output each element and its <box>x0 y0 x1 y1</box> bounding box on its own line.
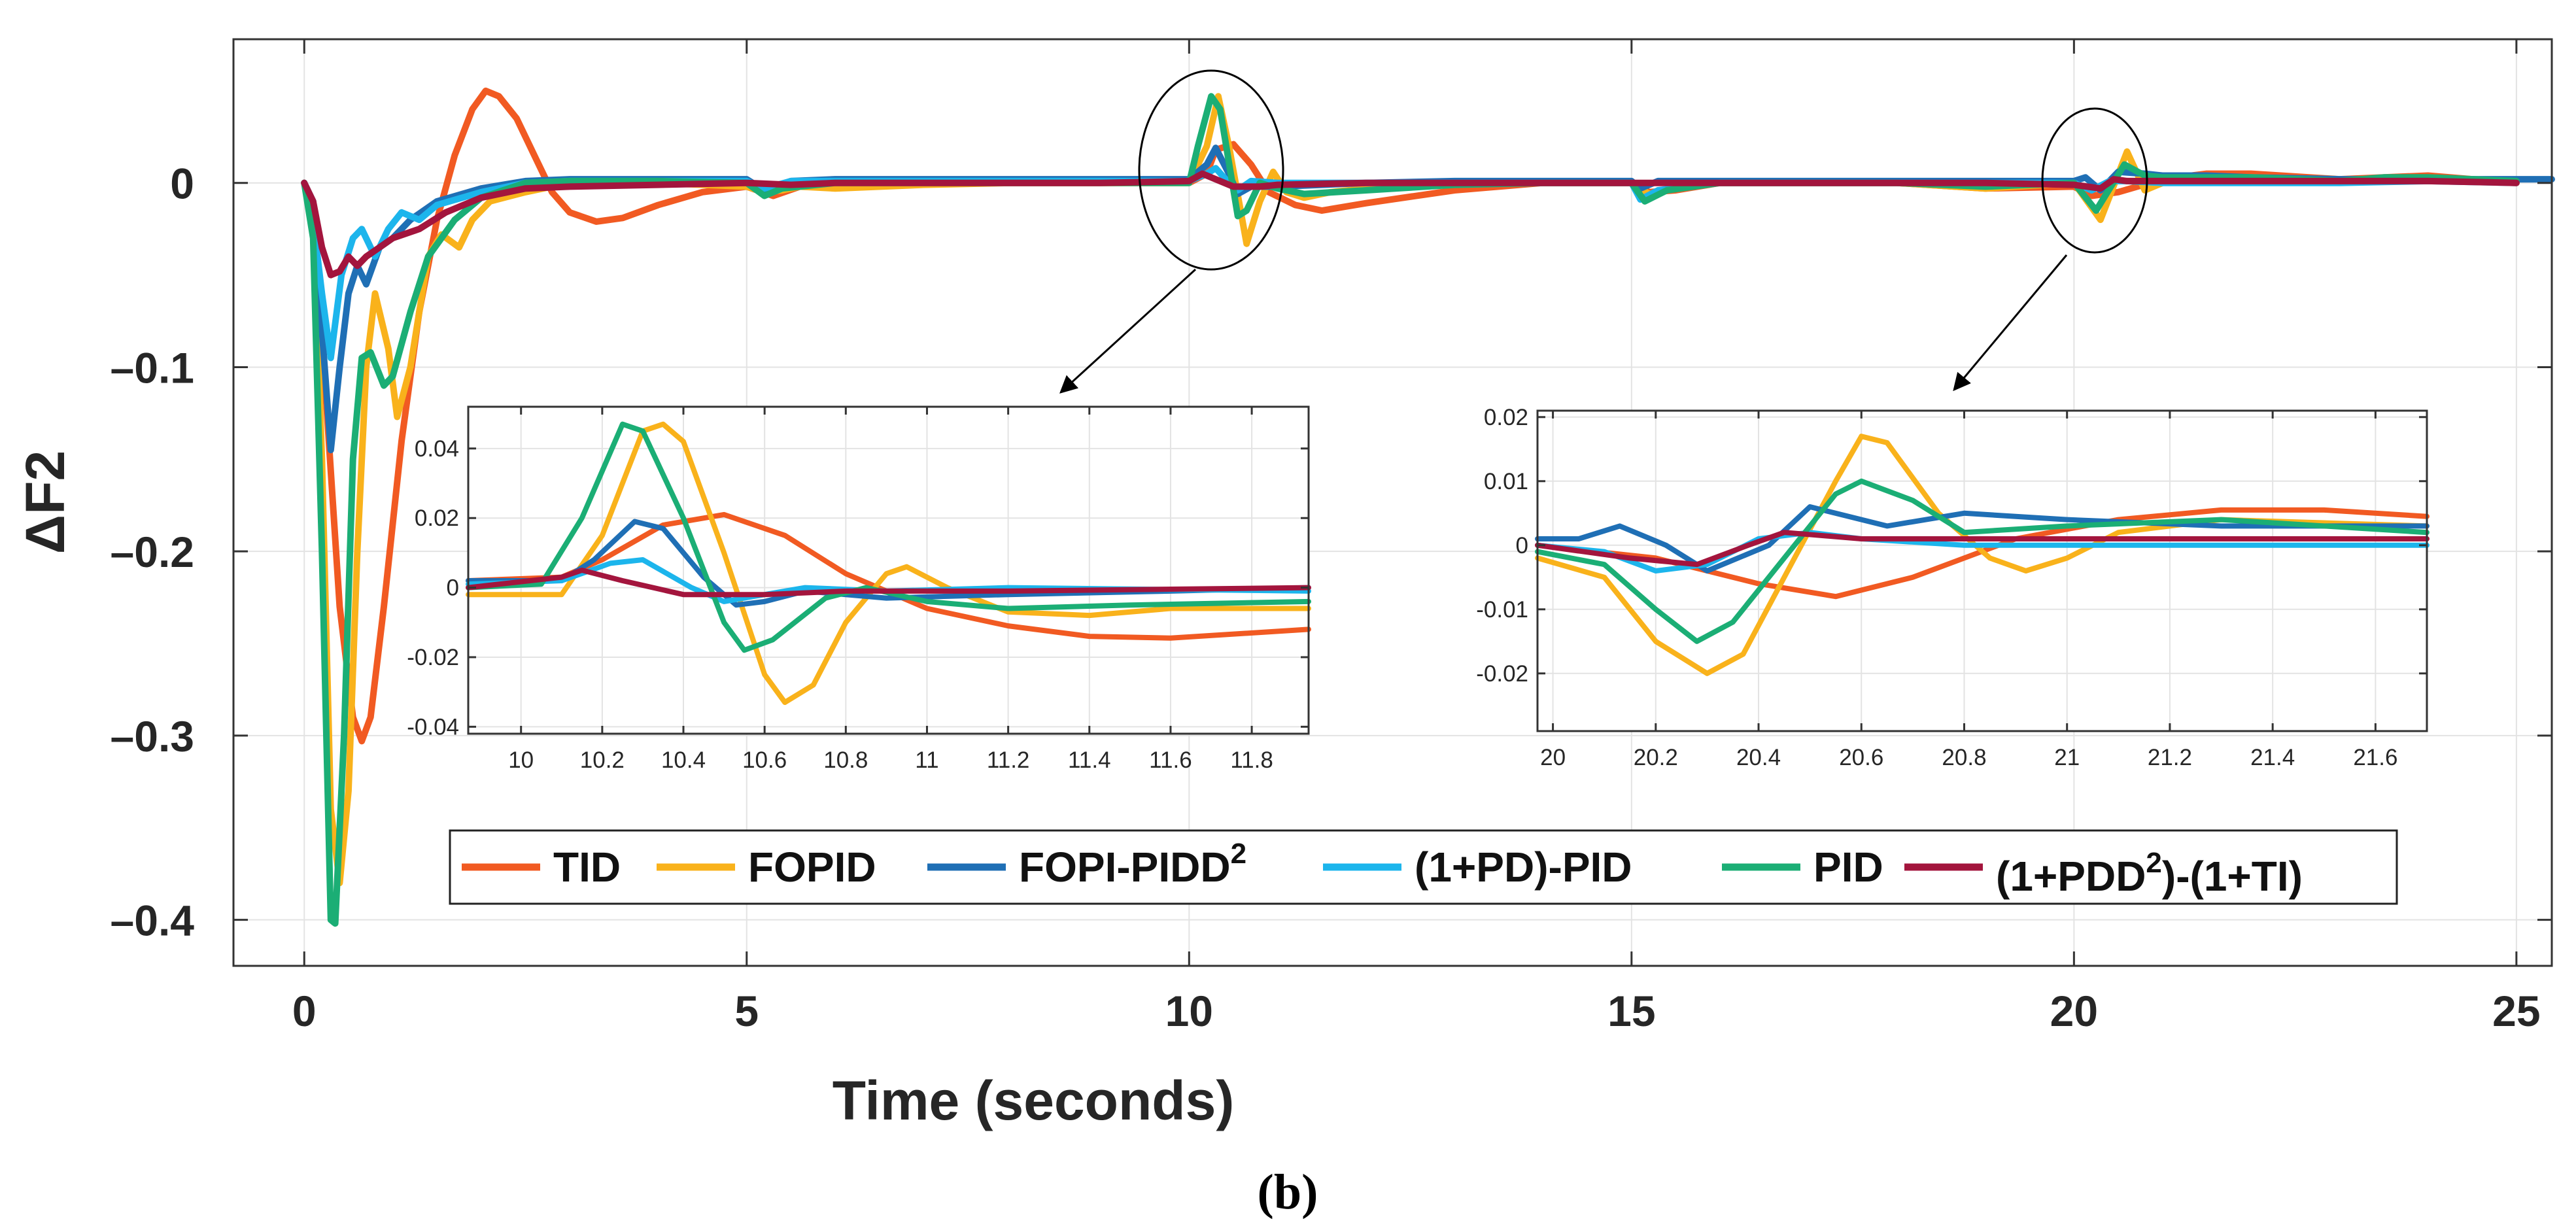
zoom-arrow-1 <box>1059 268 1197 394</box>
legend-label-1pd-pid: (1+PD)-PID <box>1415 844 1632 891</box>
inset-2-x-tick-label: 20.8 <box>1942 745 1986 770</box>
main-y-tick-label: 0 <box>170 160 194 208</box>
main-x-tick-label: 5 <box>734 987 759 1035</box>
main-plot-frame <box>232 38 2553 967</box>
inset-2-y-tick-label: 0.01 <box>1484 469 1528 494</box>
main-y-tick-label: –0.2 <box>111 528 194 576</box>
inset-1-series-fopi-pidd2 <box>466 519 1311 608</box>
inset-2-y-tick-labels: 0.02 0.01 0 -0.01 -0.02 <box>1476 405 1528 687</box>
inset-2-background <box>1537 411 2427 731</box>
inset-1-series-fopid <box>466 421 1311 706</box>
legend-label-1pdd2-1ti-sup: 2 <box>2146 847 2161 879</box>
inset-1-x-tick-label: 10.8 <box>823 747 868 773</box>
main-plot: 0 5 10 15 20 25 0–0.1–0.2–0.3–0.4 <box>111 38 2555 1035</box>
main-x-tick-labels: 0 5 10 15 20 25 <box>292 987 2541 1035</box>
inset-1-x-tick-label: 11.2 <box>987 747 1030 773</box>
inset-1-y-tick-labels: 0.04 0.02 0 -0.02 -0.04 <box>407 436 459 740</box>
inset-2-y-tick-label: -0.02 <box>1476 661 1528 687</box>
main-x-tick-label: 15 <box>1607 987 1655 1035</box>
inset-1-series <box>466 421 1311 706</box>
legend-label-1pdd2-1ti-tail: )-(1+TI) <box>2162 853 2303 900</box>
inset-1-x-tick-labels: 10 10.2 10.4 10.6 10.8 11 11.2 11.4 11.6 11.8 <box>508 747 1273 773</box>
main-y-tick-label: –0.1 <box>111 343 194 392</box>
legend-label-pid: PID <box>1813 844 1883 891</box>
zoom-ellipse-2 <box>2041 107 2148 254</box>
zoom-ellipse-1 <box>1138 69 1284 271</box>
inset-2-x-tick-label: 21 <box>2054 745 2080 770</box>
x-axis-title: Time (seconds) <box>833 1070 1235 1131</box>
inset-2-series <box>1535 434 2430 676</box>
inset-1-ticks <box>468 407 1309 734</box>
y-axis-title: ΔF2 <box>14 451 76 554</box>
zoom-arrow-2 <box>1953 254 2068 392</box>
inset-2-x-tick-label: 20.2 <box>1634 745 1678 770</box>
inset-2-x-tick-label: 21.6 <box>2353 745 2397 770</box>
inset-2-x-tick-label: 21.2 <box>2148 745 2192 770</box>
inset-plot-2: 20 20.2 20.4 20.6 20.8 21 21.2 21.4 21.6 0.020.0… <box>1476 405 2430 770</box>
main-x-tick-label: 25 <box>2492 987 2540 1035</box>
inset-1-x-tick-label: 11 <box>915 747 938 773</box>
legend-label-tid: TID <box>553 844 621 891</box>
inset-1-x-tick-label: 10 <box>508 747 534 773</box>
inset-1-y-tick-label: 0 <box>447 575 459 601</box>
main-series <box>301 87 2555 927</box>
legend-label-fopi-pidd2-sup: 2 <box>1231 838 1246 870</box>
inset-1-series-tid <box>466 511 1311 641</box>
inset-2-y-tick-label: 0 <box>1516 533 1528 558</box>
inset-1-x-tick-label: 11.4 <box>1068 747 1111 773</box>
inset-1-y-tick-label: 0.04 <box>415 436 459 462</box>
inset-2-series-fopi-pidd2 <box>1535 504 2430 573</box>
main-ticks <box>233 39 2552 966</box>
main-y-tick-labels: 0 –0.1 –0.2 –0.3 –0.4 <box>111 160 195 945</box>
inset-2-series-pid <box>1535 478 2430 644</box>
legend-box <box>449 829 2398 905</box>
inset-1-x-tick-label: 11.8 <box>1230 747 1273 773</box>
inset-1-series-pid <box>466 421 1311 653</box>
legend: TID FOPID FOPI-PIDD2 (1+PD)-PID PID (1+P… <box>449 829 2398 905</box>
inset-1-y-tick-label: 0.02 <box>415 505 459 531</box>
inset-2-x-tick-labels: 20 20.2 20.4 20.6 20.8 21 21.2 21.4 21.6 <box>1540 745 2397 770</box>
inset-2-x-tick-label: 20 <box>1540 745 1566 770</box>
legend-label-fopid: FOPID <box>748 844 876 891</box>
inset-1-y-tick-label: -0.04 <box>407 714 459 740</box>
legend-label-fopi-pidd2: FOPI-PIDD2 <box>1019 838 1246 891</box>
inset-2-series-1pdd2-1ti <box>1535 530 2430 568</box>
main-x-tick-label: 10 <box>1165 987 1213 1035</box>
main-y-tick-label: –0.4 <box>111 897 195 945</box>
inset-2-y-tick-label: -0.01 <box>1476 597 1528 623</box>
inset-2-frame <box>1536 409 2428 732</box>
inset-2-y-tick-label: 0.02 <box>1484 405 1528 430</box>
inset-1-y-tick-label: -0.02 <box>407 645 459 670</box>
inset-1-frame <box>467 405 1310 735</box>
inset-1-x-tick-label: 11.6 <box>1149 747 1192 773</box>
figure-caption: (b) <box>1258 1165 1318 1220</box>
main-x-tick-label: 20 <box>2050 987 2098 1035</box>
main-series-1pdd2-1ti <box>301 170 2520 279</box>
inset-2-x-tick-label: 20.4 <box>1736 745 1781 770</box>
inset-2-ticks <box>1537 411 2427 731</box>
main-y-tick-label: –0.3 <box>111 712 194 761</box>
inset-1-x-tick-label: 10.4 <box>661 747 706 773</box>
inset-1-series-1pdd2-1ti <box>466 568 1311 598</box>
inset-2-series-1pd-pid <box>1535 530 2430 573</box>
legend-label-1pdd2-1ti: (1+PDD2)-(1+TI) <box>1996 847 2303 900</box>
main-x-tick-label: 0 <box>292 987 317 1035</box>
legend-label-fopi-pidd2-text: FOPI-PIDD <box>1019 844 1231 891</box>
inset-1-x-tick-label: 10.6 <box>742 747 787 773</box>
inset-2-x-tick-label: 20.6 <box>1839 745 1883 770</box>
inset-1-x-tick-label: 10.2 <box>580 747 625 773</box>
inset-plot-1: 10 10.2 10.4 10.6 10.8 11 11.2 11.4 11.6 11.8 0.0… <box>407 405 1311 773</box>
inset-2-x-tick-label: 21.4 <box>2250 745 2295 770</box>
legend-label-1pdd2-1ti-text: (1+PDD <box>1996 853 2146 900</box>
